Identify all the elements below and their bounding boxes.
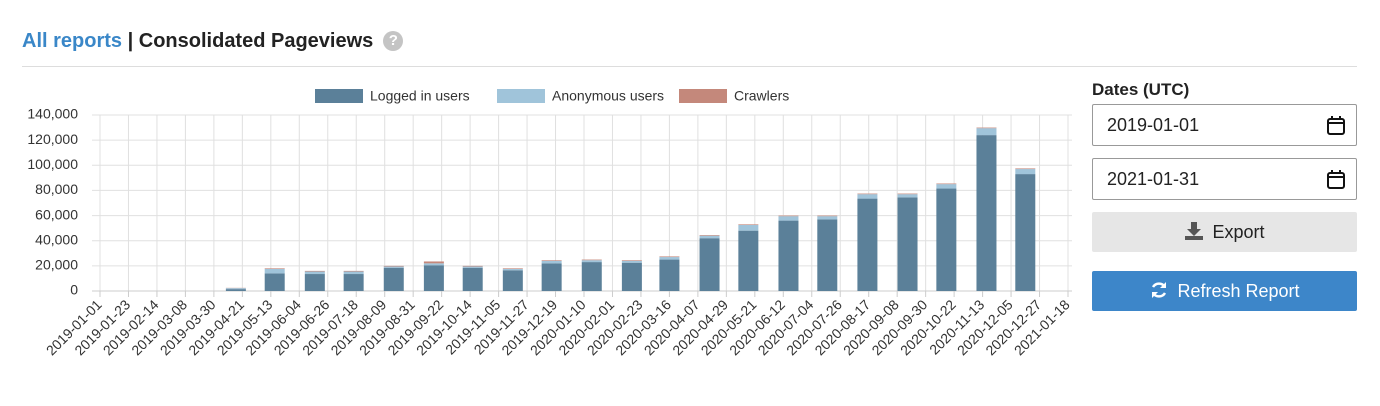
legend-swatch xyxy=(315,89,363,103)
bar-segment xyxy=(225,289,246,291)
bar-segment xyxy=(423,261,444,264)
end-date-input[interactable]: 2021-01-31 xyxy=(1092,158,1357,200)
bar-segment xyxy=(502,269,523,271)
bar-segment xyxy=(857,198,878,291)
bar-segment xyxy=(541,260,562,261)
header: All reports | Consolidated Pageviews? xyxy=(22,30,404,53)
bar-segment xyxy=(621,262,642,291)
bar-segment xyxy=(264,269,285,274)
bar-segment xyxy=(659,257,680,260)
y-tick-label: 120,000 xyxy=(27,131,78,147)
bar-segment xyxy=(857,193,878,195)
bar-segment xyxy=(778,215,799,217)
bar-segment xyxy=(343,270,364,272)
page-title: Consolidated Pageviews xyxy=(138,30,374,52)
bar-segment xyxy=(817,215,838,217)
refresh-label: Refresh Report xyxy=(1177,281,1300,301)
bar-segment xyxy=(1015,169,1036,175)
bar-segment xyxy=(304,270,325,272)
bar-segment xyxy=(304,271,325,275)
calendar-icon xyxy=(1327,116,1345,135)
bar-segment xyxy=(817,216,838,220)
bar-segment xyxy=(738,230,759,291)
bar-segment xyxy=(936,188,957,291)
calendar-icon xyxy=(1327,170,1345,189)
y-tick-label: 20,000 xyxy=(35,257,78,273)
bar-segment xyxy=(738,224,759,225)
y-tick-label: 80,000 xyxy=(35,181,78,197)
bar-segment xyxy=(343,271,364,275)
bar-segment xyxy=(699,235,720,236)
separator: | xyxy=(127,30,134,52)
legend-label: Anonymous users xyxy=(552,88,664,104)
download-icon xyxy=(1185,222,1204,240)
bar-segment xyxy=(699,235,720,239)
bar-segment xyxy=(621,260,642,261)
y-tick-label: 60,000 xyxy=(35,206,78,222)
bar-segment xyxy=(343,274,364,291)
start-date: 2019-01-01 xyxy=(1107,115,1200,135)
legend-swatch xyxy=(497,89,545,103)
y-tick-label: 100,000 xyxy=(27,156,78,172)
bar-segment xyxy=(383,265,404,267)
start-date-input[interactable]: 2019-01-01 xyxy=(1092,104,1357,146)
bar-segment xyxy=(581,260,602,263)
bar-segment xyxy=(264,268,285,269)
bar-segment xyxy=(897,194,918,198)
divider xyxy=(22,66,1357,67)
bar-segment xyxy=(502,270,523,291)
y-tick-label: 140,000 xyxy=(27,106,78,122)
refresh-icon xyxy=(1152,282,1167,298)
bar-segment xyxy=(1015,174,1036,291)
bar-segment xyxy=(976,127,997,129)
bar-segment xyxy=(738,225,759,231)
bar-segment xyxy=(502,268,523,269)
bar-segment xyxy=(778,220,799,291)
bar-segment xyxy=(581,262,602,291)
refresh-button[interactable]: Refresh Report xyxy=(1092,271,1357,311)
bar-segment xyxy=(581,259,602,261)
bar-segment xyxy=(264,273,285,291)
bar-segment xyxy=(621,260,642,263)
bar-segment xyxy=(462,266,483,268)
bar-segment xyxy=(423,263,444,266)
y-tick-label: 40,000 xyxy=(35,231,78,247)
bar-segment xyxy=(857,194,878,199)
bar-segment xyxy=(462,265,483,267)
bar-segment xyxy=(659,256,680,258)
bar-segment xyxy=(778,216,799,221)
bar-segment xyxy=(659,259,680,291)
bar-segment xyxy=(936,183,957,185)
bar-segment xyxy=(462,267,483,291)
export-label: Export xyxy=(1212,222,1265,242)
bar-segment xyxy=(817,219,838,291)
bar-segment xyxy=(383,266,404,268)
bar-segment xyxy=(541,263,562,291)
bar-segment xyxy=(976,135,997,291)
bar-segment xyxy=(541,260,562,264)
export-button[interactable]: Export xyxy=(1092,212,1357,252)
legend-label: Crawlers xyxy=(734,88,789,104)
help-icon[interactable]: ? xyxy=(383,31,404,51)
end-date: 2021-01-31 xyxy=(1107,169,1200,189)
bar-segment xyxy=(225,288,246,290)
legend-label: Logged in users xyxy=(370,88,470,104)
bar-segment xyxy=(897,193,918,195)
bar-segment xyxy=(976,128,997,136)
bar-segment xyxy=(936,184,957,189)
sidebar: Dates (UTC) 2019-01-01 2021-01-31 Export… xyxy=(1092,80,1357,311)
bar-segment xyxy=(304,274,325,291)
bar-segment xyxy=(699,238,720,291)
legend-swatch xyxy=(679,89,727,103)
bar-segment xyxy=(423,265,444,291)
y-tick-label: 0 xyxy=(70,282,78,298)
bar-segment xyxy=(1015,168,1036,170)
bar-segment xyxy=(383,267,404,291)
chart: 0 20,000 40,000 60,000 80,000 100,000 120,000 1… xyxy=(27,88,1072,359)
bar-segment xyxy=(897,197,918,291)
dates-label: Dates (UTC) xyxy=(1092,80,1190,99)
all-reports-link[interactable]: All reports xyxy=(22,30,123,52)
